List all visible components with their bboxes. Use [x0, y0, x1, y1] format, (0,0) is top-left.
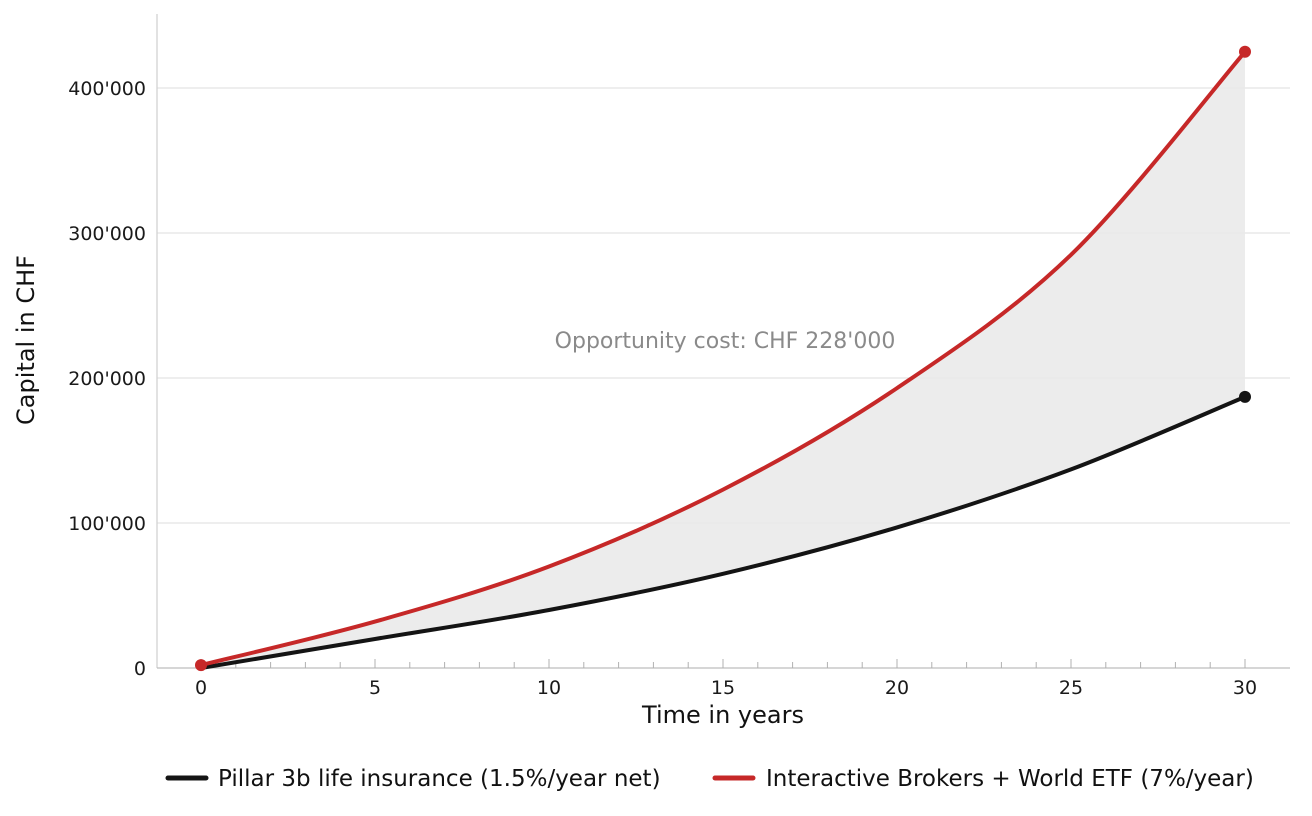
- y-tick-label: 0: [134, 658, 146, 680]
- axes: [156, 14, 1290, 669]
- x-tick-label: 15: [711, 677, 735, 699]
- tick-labels: 0 100'000 200'000 300'000 400'000 0 5 10 15 20 25 3…: [68, 78, 1257, 699]
- series-marker-etf: [1239, 45, 1251, 58]
- x-tick-label: 10: [537, 677, 561, 699]
- y-tick-label: 200'000: [68, 368, 146, 390]
- y-tick-label: 300'000: [68, 223, 146, 245]
- series-marker-etf: [195, 659, 207, 672]
- series-line-etf: [199, 49, 1247, 668]
- legend-label-pillar-3b: Pillar 3b life insurance (1.5%/year net): [218, 766, 661, 792]
- x-tick-label: 20: [885, 677, 909, 699]
- opportunity-cost-area: [201, 51, 1245, 669]
- y-axis-title: Capital in CHF: [12, 255, 40, 425]
- series-line-pillar-3b: [199, 394, 1247, 670]
- x-tick-label: 25: [1059, 677, 1083, 699]
- x-tick-label: 0: [195, 677, 207, 699]
- y-tick-label: 400'000: [68, 78, 146, 100]
- series-marker-pillar-3b: [1239, 390, 1251, 403]
- legend-label-etf: Interactive Brokers + World ETF (7%/year…: [766, 766, 1254, 792]
- x-tick-label: 5: [369, 677, 381, 699]
- x-tick-label: 30: [1233, 677, 1257, 699]
- series-lines: [195, 45, 1251, 672]
- y-tick-label: 100'000: [68, 513, 146, 535]
- x-axis-title: Time in years: [641, 701, 804, 729]
- legend: Pillar 3b life insurance (1.5%/year net)…: [165, 766, 1254, 792]
- opportunity-cost-fill: [201, 51, 1245, 669]
- annotation-label: Opportunity cost: CHF 228'000: [555, 329, 896, 354]
